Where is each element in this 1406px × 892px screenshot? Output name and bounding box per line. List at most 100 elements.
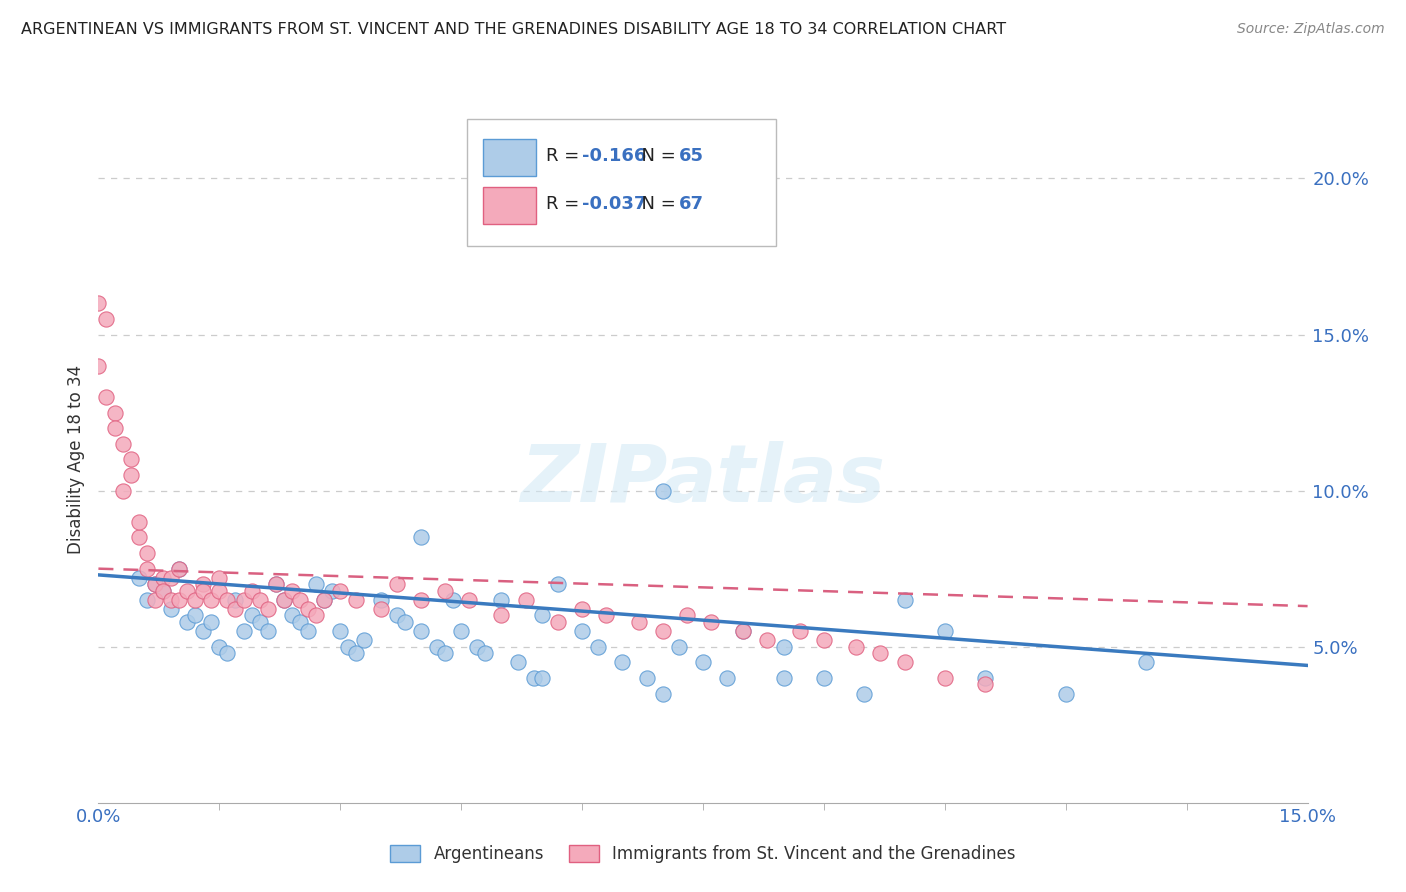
Point <box>96 390 118 404</box>
Point <box>288 592 311 607</box>
Point <box>193 577 215 591</box>
Text: N =: N = <box>630 147 682 165</box>
Point <box>193 583 215 598</box>
Point <box>530 608 553 623</box>
Point <box>934 671 956 685</box>
Point <box>813 671 835 685</box>
Point <box>733 624 755 639</box>
Point <box>120 467 142 482</box>
Point <box>184 608 207 623</box>
Point <box>676 608 699 623</box>
Point <box>264 577 287 591</box>
Point <box>441 592 464 607</box>
Point <box>409 624 432 639</box>
Point <box>249 615 271 629</box>
Point <box>240 608 263 623</box>
Point <box>651 687 673 701</box>
Point <box>409 592 432 607</box>
Point <box>193 624 215 639</box>
Point <box>176 615 198 629</box>
Point <box>353 633 375 648</box>
Point <box>974 677 997 691</box>
Point <box>756 633 779 648</box>
Point <box>152 571 174 585</box>
Point <box>152 583 174 598</box>
Point <box>409 530 432 544</box>
Point <box>297 624 319 639</box>
Y-axis label: Disability Age 18 to 34: Disability Age 18 to 34 <box>66 365 84 554</box>
Point <box>273 592 295 607</box>
Point <box>240 583 263 598</box>
Text: R =: R = <box>546 147 585 165</box>
Text: N =: N = <box>630 194 682 213</box>
Text: ZIPatlas: ZIPatlas <box>520 441 886 519</box>
Point <box>458 592 481 607</box>
Point <box>160 592 183 607</box>
Text: Source: ZipAtlas.com: Source: ZipAtlas.com <box>1237 22 1385 37</box>
Point <box>143 577 166 591</box>
Point <box>595 608 617 623</box>
Point <box>506 655 529 669</box>
Point <box>893 592 915 607</box>
Point <box>281 583 304 598</box>
Point <box>96 312 118 326</box>
Point <box>344 646 367 660</box>
Point <box>547 615 569 629</box>
Point <box>370 602 392 616</box>
Point <box>612 655 634 669</box>
Point <box>321 583 343 598</box>
Text: 65: 65 <box>679 147 704 165</box>
FancyBboxPatch shape <box>482 186 536 224</box>
Point <box>530 671 553 685</box>
Point <box>515 592 537 607</box>
Point <box>869 646 891 660</box>
Point <box>217 646 239 660</box>
Point <box>167 562 190 576</box>
Point <box>232 624 254 639</box>
Point <box>256 602 278 616</box>
Point <box>217 592 239 607</box>
Point <box>571 624 593 639</box>
Point <box>264 577 287 591</box>
Point <box>344 592 367 607</box>
Point <box>120 452 142 467</box>
Point <box>143 577 166 591</box>
Point <box>87 359 110 373</box>
Point <box>273 592 295 607</box>
Point <box>143 592 166 607</box>
Point <box>224 602 246 616</box>
Point <box>135 562 157 576</box>
Point <box>394 615 416 629</box>
Point <box>700 615 723 629</box>
Point <box>385 577 408 591</box>
Point <box>232 592 254 607</box>
FancyBboxPatch shape <box>467 120 776 246</box>
Point <box>974 671 997 685</box>
Point <box>627 615 650 629</box>
Point <box>491 608 513 623</box>
Point <box>200 592 222 607</box>
Point <box>1054 687 1077 701</box>
Point <box>329 624 352 639</box>
Point <box>152 583 174 598</box>
Point <box>1135 655 1157 669</box>
Point <box>128 530 150 544</box>
Point <box>224 592 246 607</box>
Text: 67: 67 <box>679 194 704 213</box>
Point <box>249 592 271 607</box>
Point <box>465 640 488 654</box>
Point <box>426 640 449 654</box>
Point <box>733 624 755 639</box>
Text: -0.166: -0.166 <box>582 147 647 165</box>
Point <box>281 608 304 623</box>
Point <box>329 583 352 598</box>
Point <box>314 592 336 607</box>
Point <box>651 483 673 498</box>
Point <box>813 633 835 648</box>
FancyBboxPatch shape <box>482 138 536 176</box>
Point <box>337 640 360 654</box>
Point <box>305 608 328 623</box>
Point <box>208 583 231 598</box>
Point <box>450 624 472 639</box>
Point <box>128 571 150 585</box>
